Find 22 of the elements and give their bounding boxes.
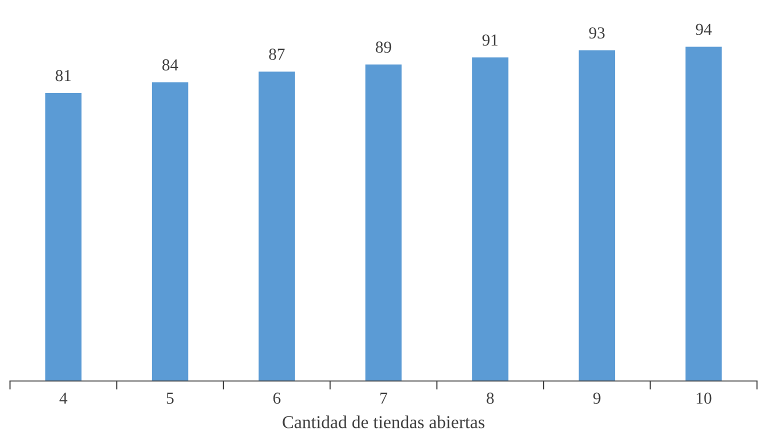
data-label: 93 [589,27,605,39]
bar [152,82,188,381]
data-label: 91 [482,34,498,46]
bar [578,50,616,381]
x-tick-label: 7 [380,392,388,404]
x-axis-title: Cantidad de tiendas abiertas [282,416,484,428]
x-tick-label: 6 [273,392,280,404]
data-label: 81 [56,70,71,82]
bar [686,46,722,381]
bar [365,64,402,381]
x-tick-label: 8 [486,392,494,404]
x-tick-label: 9 [593,392,600,404]
data-label: 89 [376,42,392,53]
x-tick-label: 5 [166,392,174,404]
bar [45,92,82,381]
x-tick-label: 4 [60,392,68,404]
x-tick-label: 10 [696,392,712,404]
data-label: 84 [162,59,178,71]
data-label: 87 [269,48,285,60]
data-label: 94 [696,24,712,35]
bar [258,72,295,381]
bar [472,57,508,381]
